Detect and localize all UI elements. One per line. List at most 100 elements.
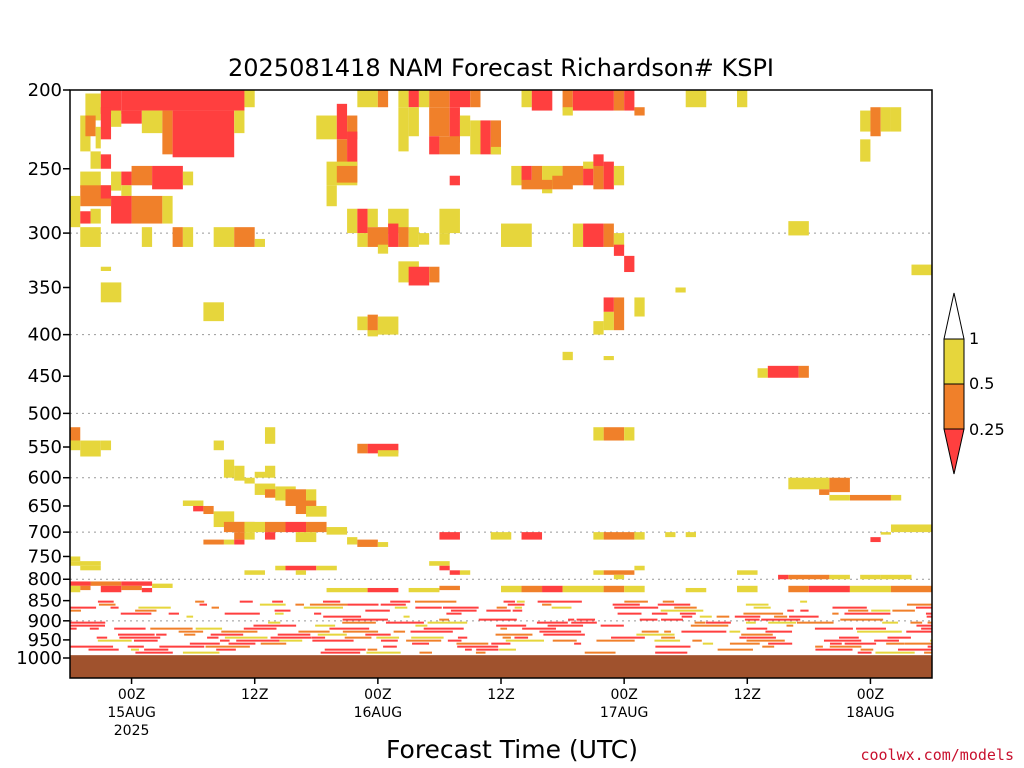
heatmap-cell [490, 146, 501, 155]
heatmap-cell [394, 606, 408, 609]
heatmap-cell [314, 612, 322, 615]
heatmap-cell [768, 621, 796, 624]
y-tick-label: 700 [28, 522, 62, 543]
heatmap-cell [681, 630, 727, 633]
heatmap-cell [316, 115, 337, 140]
heatmap-cell [531, 90, 553, 111]
heatmap-cell [70, 556, 81, 562]
heatmap-cell [823, 639, 862, 642]
heatmap-cell [88, 648, 119, 651]
heatmap-cell [522, 627, 556, 630]
x-axis-label: Forecast Time (UTC) [386, 735, 638, 764]
heatmap-cell [393, 630, 406, 633]
heatmap-cell [168, 612, 179, 615]
heatmap-cell [514, 636, 529, 639]
heatmap-cell [159, 645, 205, 648]
legend-label: 0.5 [969, 374, 994, 393]
heatmap-cell [583, 161, 594, 169]
x-tick-label: 00Z [610, 687, 637, 703]
heatmap-cell [800, 609, 809, 612]
heatmap-cell [326, 185, 337, 207]
heatmap-cell [503, 600, 515, 603]
heatmap-cell [326, 527, 348, 535]
heatmap-cell [156, 633, 167, 636]
heatmap-cell [234, 465, 245, 481]
heatmap-cell [694, 621, 706, 624]
heatmap-cell [521, 585, 543, 593]
heatmap-cell [543, 633, 585, 636]
heatmap-cell [80, 440, 101, 457]
heatmap-cell [499, 648, 516, 651]
heatmap-cell [85, 115, 96, 137]
heatmap-cell [796, 621, 834, 624]
heatmap-cell [789, 615, 819, 618]
y-tick-label: 500 [28, 403, 62, 424]
heatmap-cell [120, 612, 152, 615]
heatmap-cell [316, 565, 337, 571]
heatmap-cell [574, 642, 582, 645]
heatmap-cell [326, 587, 368, 593]
heatmap-cell [376, 636, 400, 639]
heatmap-cell [459, 570, 471, 575]
heatmap-cell [100, 585, 122, 593]
heatmap-cell [744, 618, 760, 621]
heatmap-cell [398, 227, 409, 247]
heatmap-cell [97, 639, 132, 642]
x-tick-label: 17AUG [600, 705, 649, 721]
credit-link[interactable]: coolwx.com/models [860, 746, 1014, 764]
heatmap-cell [880, 107, 891, 132]
heatmap-cell [423, 627, 464, 630]
heatmap-cell [613, 244, 625, 256]
heatmap-cell [737, 570, 758, 575]
heatmap-cell [475, 651, 486, 654]
heatmap-cell [239, 600, 253, 603]
heatmap-cell [367, 208, 378, 228]
heatmap-cell [182, 651, 220, 654]
heatmap-cell [244, 570, 265, 575]
heatmap-cell [593, 570, 604, 575]
y-tick-label: 850 [28, 591, 62, 612]
heatmap-cell [398, 107, 409, 152]
heatmap-cell [768, 642, 793, 645]
heatmap-cell [547, 624, 584, 627]
heatmap-cell [311, 636, 326, 639]
heatmap-cell [133, 639, 158, 642]
heatmap-cell [336, 165, 358, 183]
heatmap-cell [478, 618, 517, 621]
y-tick-label: 550 [28, 437, 62, 458]
heatmap-cell [419, 651, 432, 654]
heatmap-cell [613, 233, 625, 247]
heatmap-cell [121, 585, 142, 591]
heatmap-cell [274, 612, 284, 615]
heatmap-cell [80, 211, 91, 224]
heatmap-cell [211, 606, 219, 609]
heatmap-cell [890, 524, 932, 533]
heatmap-cell [298, 630, 330, 633]
heatmap-cell [717, 648, 753, 651]
heatmap-cell [860, 574, 881, 580]
heatmap-cell [634, 107, 645, 116]
heatmap-cell [439, 136, 460, 155]
heatmap-cell [277, 633, 311, 636]
heatmap-cell [414, 600, 457, 603]
heatmap-cell [254, 471, 265, 478]
heatmap-cell [344, 636, 372, 639]
heatmap-cell [860, 110, 871, 132]
heatmap-cell [870, 537, 881, 543]
heatmap-cell [614, 606, 659, 609]
heatmap-cell [342, 630, 379, 633]
heatmap-cell [213, 440, 224, 451]
heatmap-cell [593, 154, 604, 166]
heatmap-cell [457, 636, 468, 639]
heatmap-cell [603, 532, 635, 540]
heatmap-cell [70, 581, 91, 586]
heatmap-cell [496, 606, 507, 609]
heatmap-cell [184, 633, 196, 636]
y-tick-label: 600 [28, 468, 62, 489]
heatmap-cell [347, 603, 379, 606]
heatmap-cell [254, 238, 265, 247]
heatmap-cell [636, 633, 675, 636]
heatmap-cell [501, 223, 532, 247]
heatmap-cell [406, 639, 442, 642]
heatmap-cell [848, 609, 869, 612]
